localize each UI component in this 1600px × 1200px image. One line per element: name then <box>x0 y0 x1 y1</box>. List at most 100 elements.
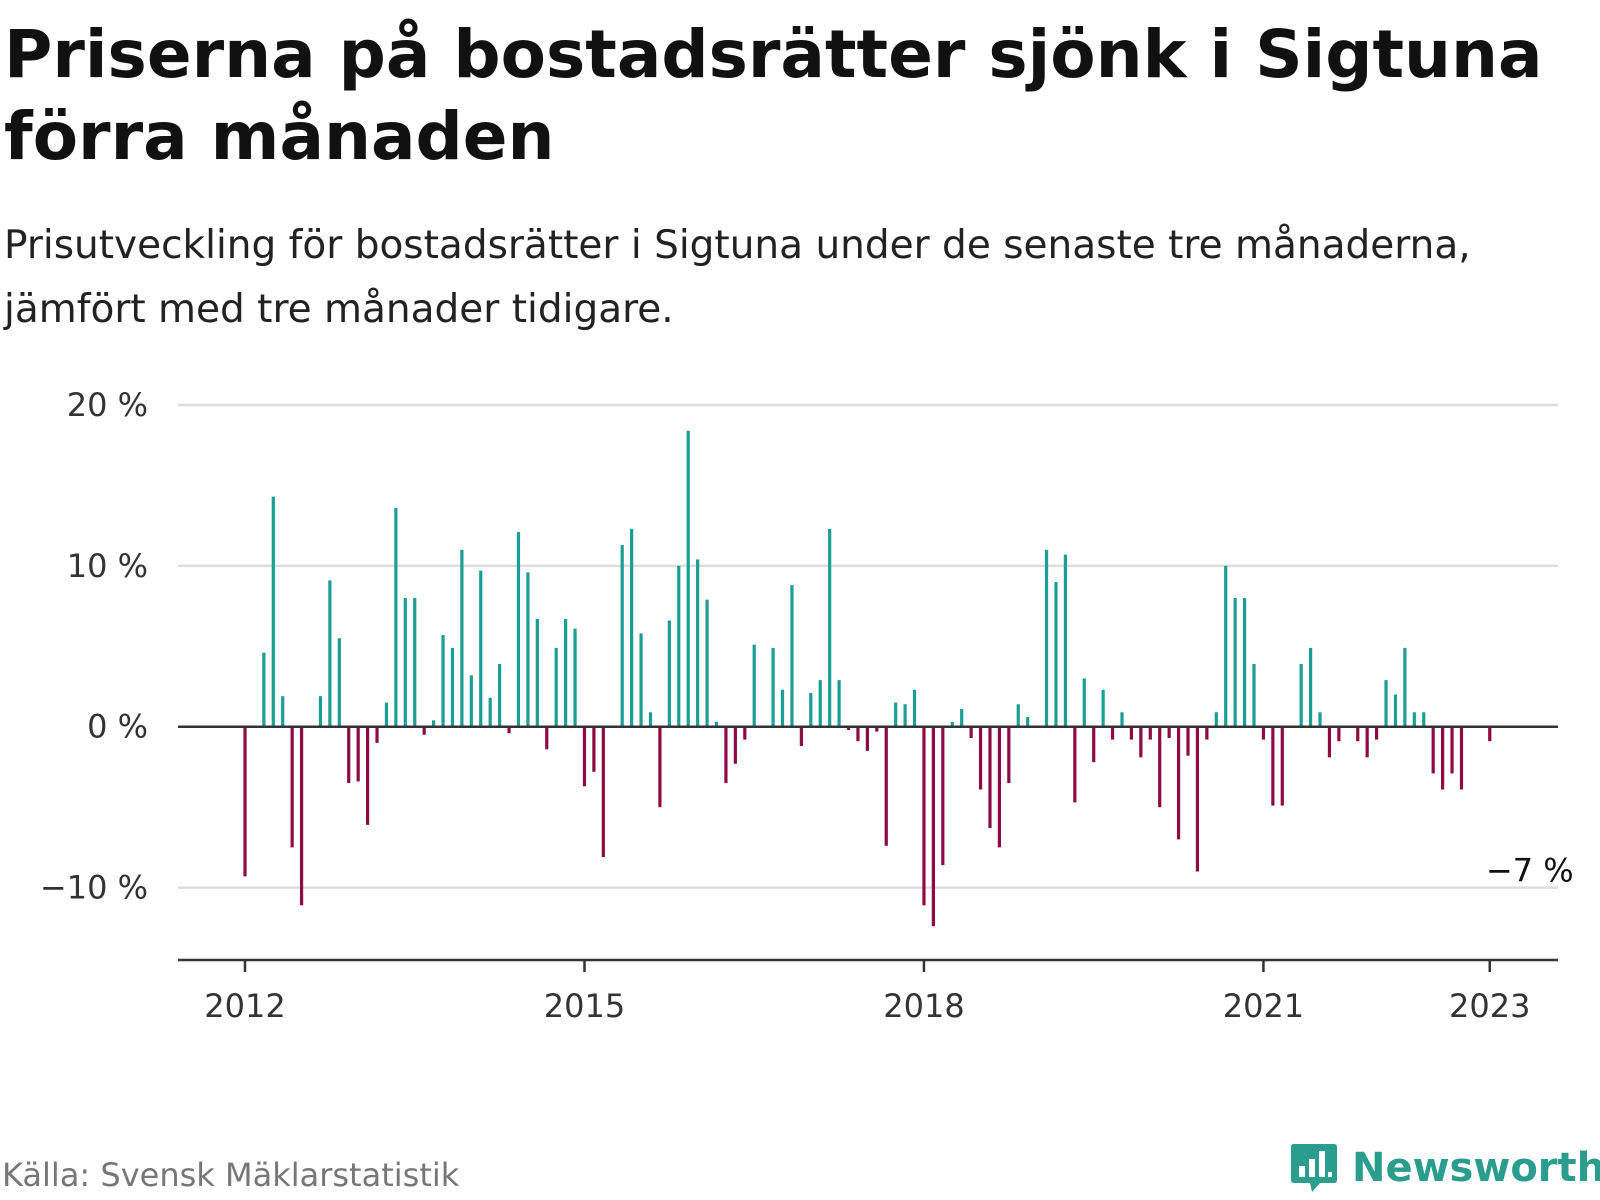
bar <box>875 726 879 732</box>
bar <box>1139 726 1143 758</box>
bar <box>290 726 294 848</box>
bar <box>884 726 888 846</box>
bar <box>403 598 407 727</box>
bar <box>507 726 511 734</box>
bar <box>422 726 426 735</box>
y-tick-label: 0 % <box>87 708 148 746</box>
bar <box>1167 726 1171 738</box>
bar <box>1101 689 1105 727</box>
bar <box>318 696 323 727</box>
y-tick-label: 10 % <box>67 547 148 585</box>
bar <box>1356 726 1360 742</box>
bar <box>1073 726 1077 803</box>
bar <box>243 726 247 877</box>
bar <box>1271 726 1275 806</box>
bar <box>1450 726 1454 774</box>
bar <box>1488 726 1492 742</box>
bar <box>1044 549 1049 727</box>
y-tick-label: 20 % <box>67 386 148 424</box>
bar <box>931 726 935 927</box>
x-tick-label: 2023 <box>1449 987 1530 1025</box>
bar <box>705 599 709 727</box>
bar <box>328 580 332 727</box>
chart-title: Priserna på bostadsrätter sjönk i Sigtun… <box>4 16 1543 175</box>
bar <box>922 726 926 906</box>
bar <box>450 647 455 727</box>
bar <box>818 680 822 727</box>
bars <box>243 430 1492 927</box>
bar <box>1403 647 1407 727</box>
bar <box>1148 726 1152 740</box>
bar <box>479 570 483 727</box>
bar <box>526 572 530 727</box>
bar <box>1233 598 1237 727</box>
bar <box>960 709 964 727</box>
bar <box>488 697 492 727</box>
x-tick-label: 2015 <box>544 987 625 1025</box>
bar <box>988 726 992 829</box>
bar <box>498 664 502 727</box>
bar <box>1129 726 1134 740</box>
bar <box>648 712 653 727</box>
bar <box>856 726 860 742</box>
bar <box>573 628 577 727</box>
bar <box>592 726 596 772</box>
bar <box>281 696 285 727</box>
bar <box>271 496 275 727</box>
bar <box>299 726 304 906</box>
last-value-annotation: −7 % <box>1486 851 1574 889</box>
bar <box>620 544 624 727</box>
bar <box>365 726 370 825</box>
bar <box>516 532 521 727</box>
chart-subtitle: Prisutveckling för bostadsrätter i Sigtu… <box>4 223 1471 332</box>
bar <box>460 549 464 727</box>
bar <box>771 647 775 727</box>
brand-logo: Newsworthy <box>1290 1140 1600 1196</box>
x-axis-ticks: 2012 2015 2018 2021 2023 <box>204 960 1530 1025</box>
bar <box>752 644 756 727</box>
bar <box>714 721 719 727</box>
bar <box>1318 712 1322 727</box>
bar <box>554 647 558 727</box>
bar <box>865 726 869 751</box>
bar <box>394 507 398 727</box>
bar <box>1280 726 1284 806</box>
bar <box>799 726 803 747</box>
bar <box>978 726 983 790</box>
bar <box>809 692 813 727</box>
bar <box>469 675 473 727</box>
bar <box>1158 726 1162 808</box>
bar <box>432 720 436 727</box>
bar <box>1261 726 1266 740</box>
bar <box>941 726 945 866</box>
bar <box>846 726 851 730</box>
bar <box>347 726 351 784</box>
brand-name: Newsworthy <box>1352 1145 1600 1191</box>
bar <box>356 726 360 782</box>
bar <box>1186 726 1190 756</box>
bar <box>1054 581 1058 727</box>
bar <box>1016 704 1020 727</box>
bar <box>1375 726 1379 740</box>
bar <box>1195 726 1200 872</box>
bar <box>969 726 973 738</box>
x-tick-label: 2021 <box>1223 987 1304 1025</box>
bar <box>1308 647 1313 727</box>
bar <box>696 559 700 727</box>
bar <box>1252 664 1256 727</box>
bar <box>375 726 379 743</box>
bar <box>1431 726 1435 774</box>
bar <box>1110 726 1115 740</box>
y-axis-tick-labels: 20 % 10 % 0 % −10 % <box>40 386 148 907</box>
bar <box>384 702 389 727</box>
bar-chart-logo-icon <box>1291 1144 1337 1192</box>
bar <box>1299 664 1303 727</box>
bar <box>1224 565 1228 727</box>
bar <box>790 585 794 727</box>
x-tick-label: 2018 <box>883 987 964 1025</box>
bar <box>1082 678 1086 727</box>
bar <box>1422 712 1426 727</box>
bar <box>1120 712 1124 727</box>
bar <box>724 726 728 784</box>
bar <box>667 620 671 727</box>
